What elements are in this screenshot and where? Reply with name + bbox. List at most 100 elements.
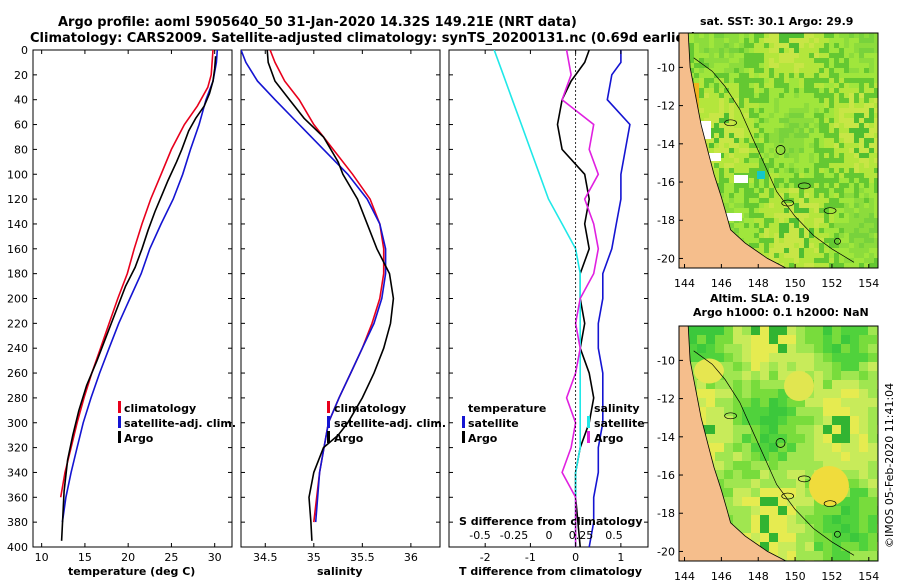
map-cell: [724, 398, 733, 407]
depth-tick-label: 340: [7, 466, 28, 479]
map-cell: [689, 33, 694, 38]
map-cell: [814, 188, 819, 193]
map-cell: [849, 228, 854, 233]
map-cell: [849, 78, 854, 83]
map-cell: [859, 48, 864, 53]
map-cell: [714, 63, 719, 68]
map-cell: [784, 148, 789, 153]
map-cell: [809, 248, 814, 253]
s-difference-label: S difference from climatology: [459, 515, 643, 528]
map-cell: [764, 223, 769, 228]
map-cell: [744, 168, 749, 173]
map-cell: [787, 434, 796, 443]
map-cell: [844, 213, 849, 218]
map-cell: [814, 58, 819, 63]
map-cell: [814, 93, 819, 98]
map-cell: [799, 243, 804, 248]
map-cell: [823, 452, 832, 461]
map-cell: [709, 108, 714, 113]
map-cell: [742, 353, 751, 362]
map-cell: [704, 138, 709, 143]
map-cell: [814, 113, 819, 118]
map-cell: [689, 63, 694, 68]
map-cell: [824, 128, 829, 133]
header-line-2: Climatology: CARS2009. Satellite-adjuste…: [30, 31, 697, 46]
map-cell: [841, 461, 850, 470]
map-cell: [760, 416, 769, 425]
map-cell: [799, 188, 804, 193]
map-cell: [819, 118, 824, 123]
map-cell: [749, 138, 754, 143]
map-cell: [796, 326, 805, 335]
map-cell: [779, 93, 784, 98]
map-cell: [854, 168, 859, 173]
depth-tick-label: 240: [7, 342, 28, 355]
map-cell: [729, 208, 734, 213]
map-cell: [794, 183, 799, 188]
map-cell: [844, 93, 849, 98]
map-cell: [784, 238, 789, 243]
map-cell: [850, 380, 859, 389]
map-cell: [769, 452, 778, 461]
map-cell: [834, 213, 839, 218]
map-cell: [724, 88, 729, 93]
map-cell: [751, 344, 760, 353]
map-cell: [869, 143, 874, 148]
map-cell: [784, 128, 789, 133]
map-cell: [869, 83, 874, 88]
map-cell: [809, 148, 814, 153]
map-cell: [784, 228, 789, 233]
map-cell: [864, 133, 869, 138]
map-land: [679, 33, 787, 268]
map-cell: [854, 218, 859, 223]
map-cell: [868, 515, 877, 524]
map-x-tick-label: 152: [821, 570, 842, 580]
map-cell: [839, 33, 844, 38]
x-tick-label: 30: [208, 551, 222, 564]
map-cell: [787, 497, 796, 506]
map-cell: [844, 53, 849, 58]
map-cell: [799, 93, 804, 98]
depth-tick-label: 320: [7, 442, 28, 455]
map-cell: [794, 148, 799, 153]
map-cell: [823, 425, 832, 434]
map-cell: [809, 188, 814, 193]
map-cell: [809, 33, 814, 38]
x-tick-label: 15: [78, 551, 92, 564]
map-cell: [814, 335, 823, 344]
map-cell: [744, 183, 749, 188]
map-cell: [809, 238, 814, 243]
map-cell: [739, 148, 744, 153]
map-cell: [804, 123, 809, 128]
map-cell: [874, 33, 878, 38]
map-cell: [849, 68, 854, 73]
map-cell: [779, 78, 784, 83]
map-cell: [874, 228, 878, 233]
map-cell: [869, 178, 874, 183]
map-cell: [868, 443, 877, 452]
map-cell: [779, 223, 784, 228]
map-cell: [719, 78, 724, 83]
map-cell: [864, 38, 869, 43]
map-cell: [719, 48, 724, 53]
map-cell: [734, 163, 739, 168]
map-cell: [724, 461, 733, 470]
map-cell: [841, 443, 850, 452]
map-cell: [864, 163, 869, 168]
map-cell: [704, 73, 709, 78]
map-cell: [759, 138, 764, 143]
map-cell: [764, 103, 769, 108]
map-cell: [823, 371, 832, 380]
sst-map: [679, 33, 878, 268]
map-cell: [754, 138, 759, 143]
map-cell: [769, 238, 774, 243]
map-cell: [714, 163, 719, 168]
map-cell: [796, 461, 805, 470]
map-cell: [824, 78, 829, 83]
map-cell: [869, 103, 874, 108]
map-cell: [709, 48, 714, 53]
map-cell: [779, 88, 784, 93]
map-cell: [834, 233, 839, 238]
map-cell: [819, 243, 824, 248]
map-cell: [854, 263, 859, 268]
